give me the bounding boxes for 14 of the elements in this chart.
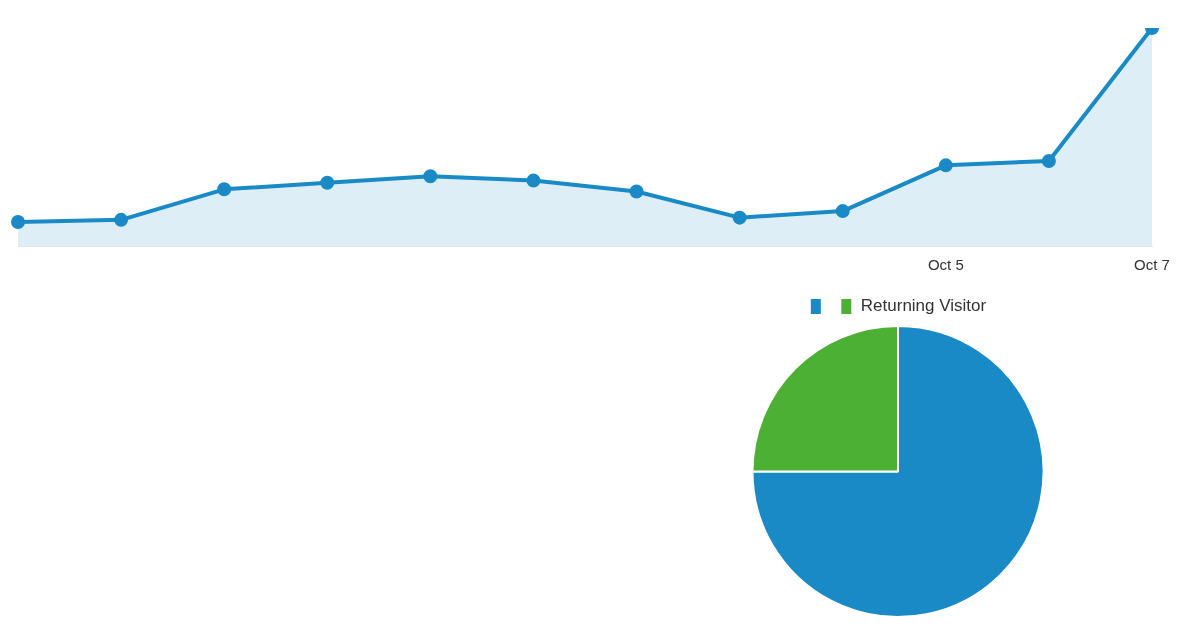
point: [629, 184, 644, 199]
point: [938, 158, 953, 173]
point: [1041, 153, 1056, 168]
point: [526, 173, 541, 188]
point: [217, 182, 232, 197]
x-tick-label: Oct 7: [1134, 256, 1170, 274]
point: [732, 210, 747, 225]
legend-label: Returning Visitor: [860, 296, 987, 316]
point: [11, 215, 25, 230]
point: [423, 169, 438, 184]
point: [835, 204, 850, 219]
point: [320, 175, 335, 190]
x-tick-label: Oct 5: [927, 256, 964, 274]
point: [114, 212, 129, 227]
